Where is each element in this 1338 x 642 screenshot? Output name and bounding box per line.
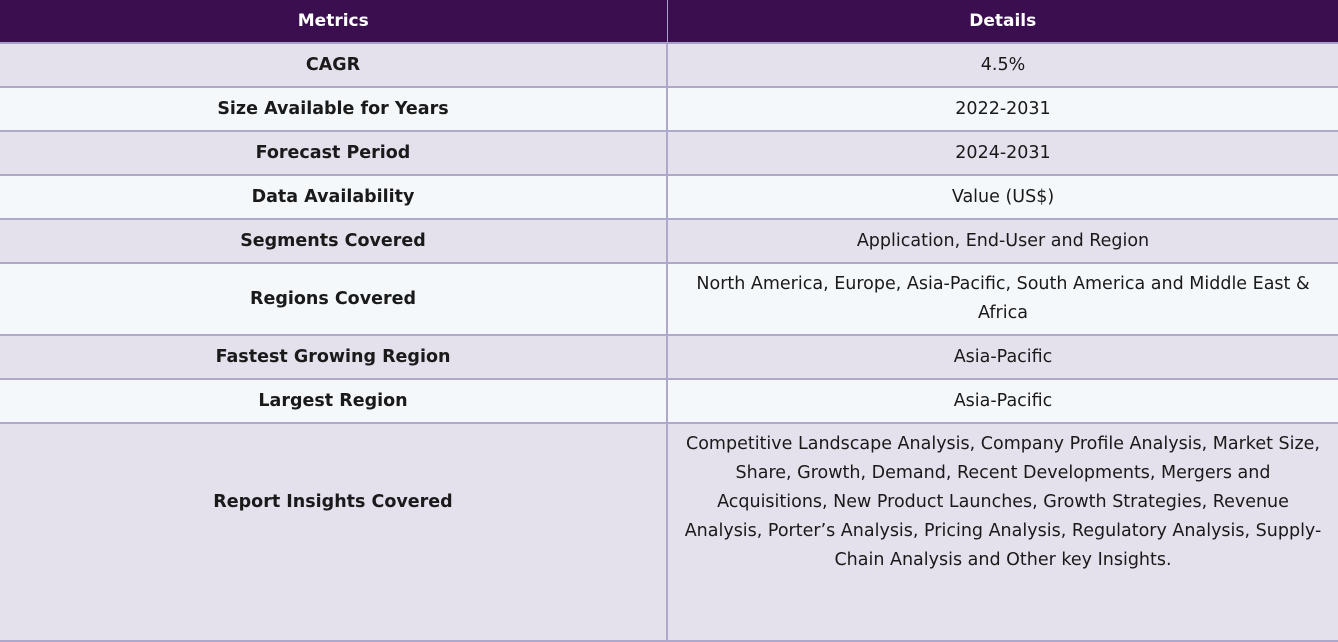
details-cell: Application, End-User and Region	[667, 219, 1338, 264]
details-cell: Asia-Pacific	[667, 379, 1338, 424]
table-row: Report Insights Covered Competitive Land…	[0, 423, 1338, 642]
metric-cell: Fastest Growing Region	[0, 335, 668, 380]
metric-cell: Regions Covered	[0, 263, 668, 336]
details-cell: North America, Europe, Asia-Pacific, Sou…	[667, 263, 1338, 336]
table-row: Segments Covered Application, End-User a…	[0, 219, 1338, 264]
table-header-row: Metrics Details	[0, 0, 1338, 44]
column-header-metrics: Metrics	[0, 0, 668, 44]
metric-cell: Forecast Period	[0, 131, 668, 176]
table-row: Regions Covered North America, Europe, A…	[0, 263, 1338, 336]
table-row: Forecast Period 2024-2031	[0, 131, 1338, 176]
table-row: Fastest Growing Region Asia-Pacific	[0, 335, 1338, 380]
details-cell: Competitive Landscape Analysis, Company …	[667, 423, 1338, 642]
metric-cell: Segments Covered	[0, 219, 668, 264]
table-row: Data Availability Value (US$)	[0, 175, 1338, 220]
details-cell: 2024-2031	[667, 131, 1338, 176]
metric-cell: Largest Region	[0, 379, 668, 424]
details-cell: 4.5%	[667, 43, 1338, 88]
table-row: CAGR 4.5%	[0, 43, 1338, 88]
details-cell: 2022-2031	[667, 87, 1338, 132]
table-row: Size Available for Years 2022-2031	[0, 87, 1338, 132]
metric-cell: CAGR	[0, 43, 668, 88]
metric-cell: Size Available for Years	[0, 87, 668, 132]
metric-cell: Report Insights Covered	[0, 423, 668, 642]
column-header-details: Details	[667, 0, 1338, 44]
details-cell: Value (US$)	[667, 175, 1338, 220]
table-row: Largest Region Asia-Pacific	[0, 379, 1338, 424]
details-cell: Asia-Pacific	[667, 335, 1338, 380]
metric-cell: Data Availability	[0, 175, 668, 220]
